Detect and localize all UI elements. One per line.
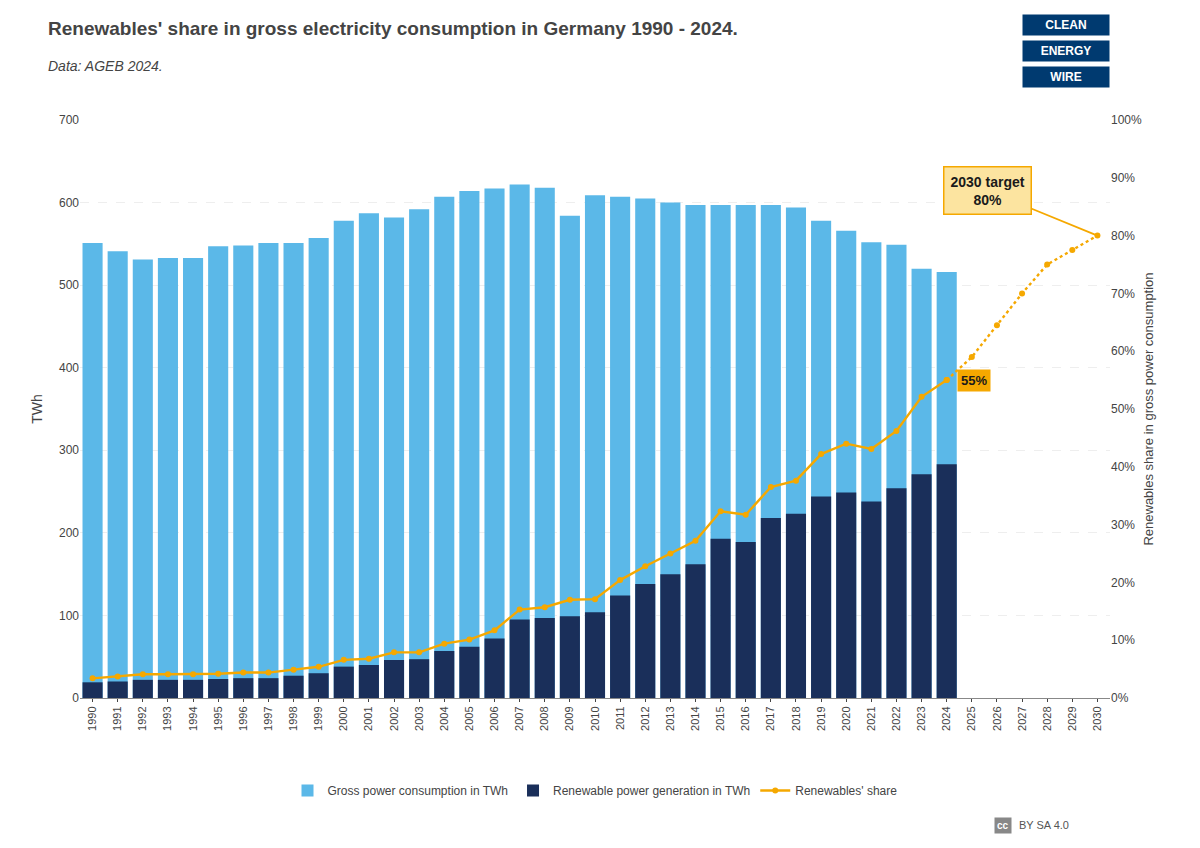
svg-text:2012: 2012: [639, 706, 651, 730]
svg-text:70%: 70%: [1111, 287, 1135, 301]
svg-text:700: 700: [59, 113, 79, 127]
svg-text:60%: 60%: [1111, 344, 1135, 358]
svg-text:200: 200: [59, 526, 79, 540]
svg-text:30%: 30%: [1111, 518, 1135, 532]
svg-text:100%: 100%: [1111, 113, 1142, 127]
svg-text:ENERGY: ENERGY: [1041, 44, 1092, 58]
svg-text:2013: 2013: [664, 706, 676, 730]
svg-text:2017: 2017: [764, 706, 776, 730]
svg-text:2029: 2029: [1066, 706, 1078, 730]
svg-text:2009: 2009: [563, 706, 575, 730]
svg-text:1998: 1998: [287, 706, 299, 730]
svg-text:1999: 1999: [312, 706, 324, 730]
svg-text:1997: 1997: [262, 706, 274, 730]
svg-text:2020: 2020: [840, 706, 852, 730]
svg-text:2014: 2014: [689, 706, 701, 730]
svg-text:2028: 2028: [1041, 706, 1053, 730]
svg-text:2016: 2016: [739, 706, 751, 730]
svg-text:Data: AGEB 2024.: Data: AGEB 2024.: [48, 58, 163, 74]
svg-text:100: 100: [59, 609, 79, 623]
svg-text:cc: cc: [997, 820, 1009, 831]
svg-text:500: 500: [59, 278, 79, 292]
svg-text:2024: 2024: [940, 706, 952, 730]
svg-text:2002: 2002: [388, 706, 400, 730]
svg-text:2025: 2025: [965, 706, 977, 730]
svg-text:2018: 2018: [790, 706, 802, 730]
svg-text:2011: 2011: [614, 706, 626, 730]
svg-text:20%: 20%: [1111, 576, 1135, 590]
svg-text:50%: 50%: [1111, 402, 1135, 416]
svg-text:0: 0: [72, 691, 79, 705]
svg-text:1992: 1992: [136, 706, 148, 730]
svg-text:2027: 2027: [1016, 706, 1028, 730]
svg-text:2030: 2030: [1091, 706, 1103, 730]
svg-text:2007: 2007: [513, 706, 525, 730]
svg-text:0%: 0%: [1111, 691, 1129, 705]
svg-text:40%: 40%: [1111, 460, 1135, 474]
svg-text:WIRE: WIRE: [1050, 70, 1081, 84]
svg-text:2000: 2000: [337, 706, 349, 730]
svg-text:2023: 2023: [915, 706, 927, 730]
svg-text:2004: 2004: [438, 706, 450, 730]
svg-text:80%: 80%: [1111, 229, 1135, 243]
svg-text:2010: 2010: [589, 706, 601, 730]
svg-text:1993: 1993: [162, 706, 174, 730]
svg-text:2015: 2015: [714, 706, 726, 730]
svg-text:2021: 2021: [865, 706, 877, 730]
svg-text:1996: 1996: [237, 706, 249, 730]
svg-text:Renewables share in gross powe: Renewables share in gross power consumpt…: [1141, 272, 1156, 545]
svg-text:300: 300: [59, 443, 79, 457]
svg-text:2001: 2001: [362, 706, 374, 730]
svg-text:2026: 2026: [991, 706, 1003, 730]
svg-text:1995: 1995: [212, 706, 224, 730]
svg-text:2006: 2006: [488, 706, 500, 730]
svg-text:10%: 10%: [1111, 633, 1135, 647]
svg-text:1990: 1990: [86, 706, 98, 730]
svg-text:Gross power consumption in TWh: Gross power consumption in TWh: [328, 784, 509, 798]
svg-text:600: 600: [59, 196, 79, 210]
svg-text:1991: 1991: [111, 706, 123, 730]
svg-text:Renewables' share: Renewables' share: [795, 784, 897, 798]
svg-text:Renewable power generation in: Renewable power generation in TWh: [553, 784, 750, 798]
svg-text:2030 target80%: 2030 target80%: [951, 174, 1025, 208]
svg-text:55%: 55%: [961, 373, 987, 388]
svg-text:CLEAN: CLEAN: [1045, 18, 1086, 32]
svg-text:2003: 2003: [413, 706, 425, 730]
svg-text:400: 400: [59, 361, 79, 375]
svg-text:2019: 2019: [815, 706, 827, 730]
svg-text:BY SA 4.0: BY SA 4.0: [1019, 819, 1069, 831]
svg-text:2005: 2005: [463, 706, 475, 730]
svg-text:90%: 90%: [1111, 171, 1135, 185]
svg-text:Renewables' share in gross ele: Renewables' share in gross electricity c…: [48, 18, 738, 39]
svg-text:TWh: TWh: [29, 394, 45, 424]
svg-text:2022: 2022: [890, 706, 902, 730]
svg-text:1994: 1994: [187, 706, 199, 730]
svg-text:2008: 2008: [538, 706, 550, 730]
